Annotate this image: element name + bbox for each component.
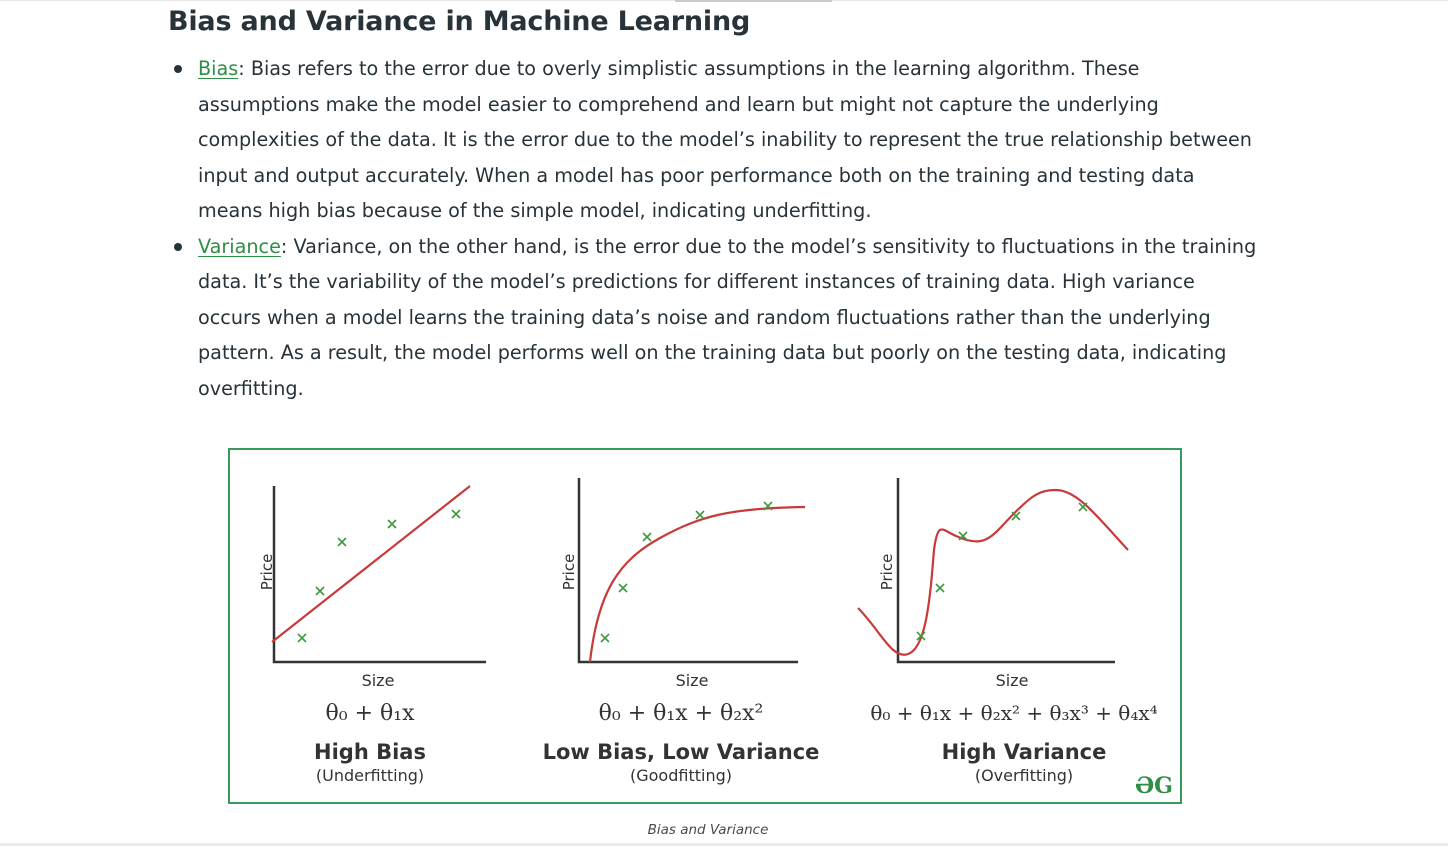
panel1-formula: θ₀ + θ₁x <box>326 701 416 726</box>
bullet-variance: Variance: Variance, on the other hand, i… <box>168 229 1258 407</box>
figure-caption: Bias and Variance <box>647 822 769 838</box>
bias-link[interactable]: Bias <box>198 57 239 80</box>
panel3-xlabel: Size <box>996 671 1029 690</box>
panel1-ylabel: Price <box>258 554 276 591</box>
panel-high-bias: Price Size θ₀ + θ₁x High Bias (Underfitt… <box>258 485 486 785</box>
panel2-formula: θ₀ + θ₁x + θ₂x² <box>599 701 764 726</box>
figure-illustration: Price Size θ₀ + θ₁x High Bias (Underfitt… <box>258 478 1173 799</box>
panel1-title: High Bias <box>314 740 426 764</box>
variance-description: : Variance, on the other hand, is the er… <box>198 234 1257 400</box>
panel2-subtitle: (Goodfitting) <box>630 766 732 785</box>
panel2-axes <box>577 478 798 664</box>
panel-high-variance: Price Size θ₀ + θ₁x + θ₂x² + θ₃x³ + θ₄x⁴… <box>857 478 1158 785</box>
panel3-formula: θ₀ + θ₁x + θ₂x² + θ₃x³ + θ₄x⁴ <box>870 701 1157 725</box>
panel1-data-points <box>297 509 461 643</box>
panel3-title: High Variance <box>942 740 1107 764</box>
panel2-xlabel: Size <box>676 671 709 690</box>
panel1-subtitle: (Underfitting) <box>316 766 424 785</box>
variance-link[interactable]: Variance <box>198 234 281 258</box>
panel-goodfit: Price Size θ₀ + θ₁x + θ₂x² Low Bias, Low… <box>543 478 820 785</box>
bias-description: : Bias refers to the error due to overly… <box>198 57 1252 222</box>
top-scroll-indicator <box>675 0 832 2</box>
panel2-title: Low Bias, Low Variance <box>543 740 820 764</box>
page-heading: Bias and Variance in Machine Learning <box>168 6 751 37</box>
panel2-data-points <box>600 501 773 643</box>
bottom-divider <box>0 843 1448 846</box>
panel2-ylabel: Price <box>560 554 578 591</box>
panel1-axes <box>272 486 486 664</box>
panel3-fit-curve <box>857 488 1129 656</box>
panel3-ylabel: Price <box>878 554 896 591</box>
panel2-fit-curve <box>588 505 806 663</box>
gfg-logo-icon: ƏG <box>1135 773 1173 799</box>
bias-variance-figure: Price Size θ₀ + θ₁x High Bias (Underfitt… <box>228 448 1182 804</box>
bullet-bias: Bias: Bias refers to the error due to ov… <box>168 51 1258 229</box>
panel1-fit-line <box>271 485 471 643</box>
panel3-subtitle: (Overfitting) <box>975 766 1073 785</box>
panel1-xlabel: Size <box>362 671 395 690</box>
definition-list: Bias: Bias refers to the error due to ov… <box>168 51 1258 406</box>
panel3-axes <box>896 478 1115 664</box>
panel3-data-points <box>916 502 1088 641</box>
